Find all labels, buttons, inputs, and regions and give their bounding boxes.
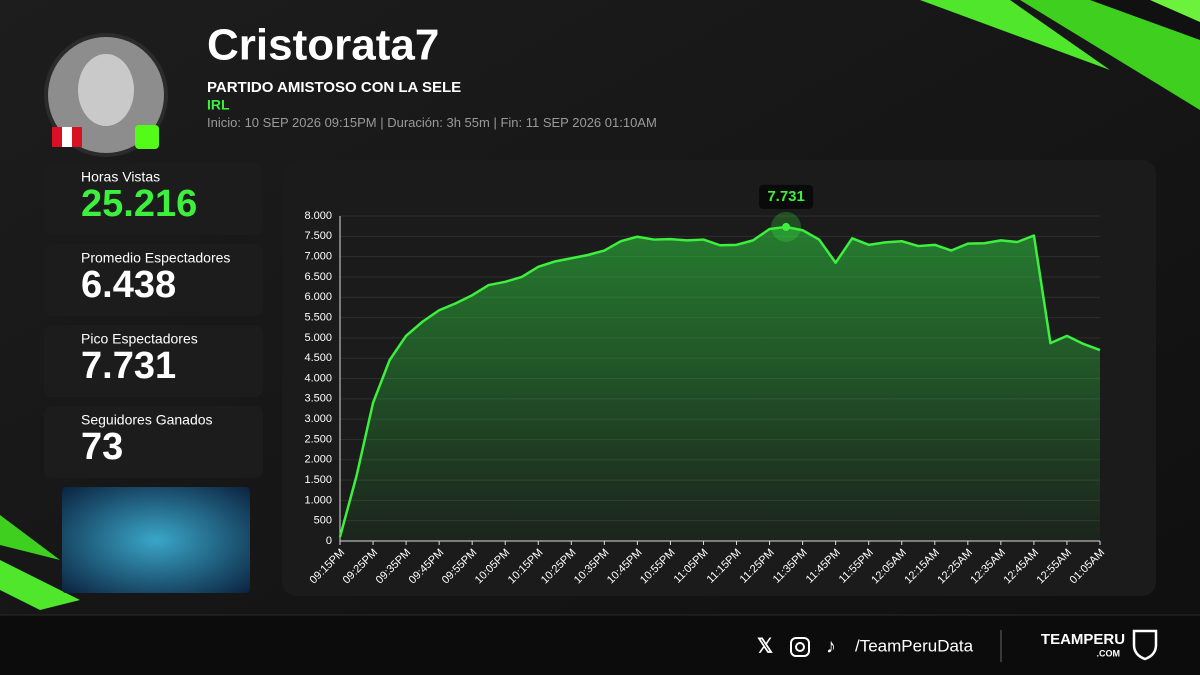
- meta-start: Inicio: 10 SEP 2026 09:15PM: [207, 115, 377, 130]
- y-tick-label: 4.500: [304, 352, 332, 364]
- stat-label: Seguidores Ganados: [81, 412, 213, 428]
- meta-duration: Duración: 3h 55m: [387, 115, 490, 130]
- y-tick-label: 4.000: [304, 372, 332, 384]
- meta-end: Fin: 11 SEP 2026 01:10AM: [500, 115, 656, 130]
- stat-card: [44, 244, 263, 316]
- y-tick-label: 500: [314, 515, 332, 527]
- stream-title: PARTIDO AMISTOSO CON LA SELE: [207, 79, 461, 96]
- decor: [0, 0, 1200, 610]
- y-tick-label: 2.000: [304, 454, 332, 466]
- stream-meta: Inicio: 10 SEP 2026 09:15PM | Duración: …: [207, 115, 657, 130]
- thumbnail: [62, 487, 250, 593]
- stream-category: IRL: [207, 97, 230, 113]
- separator: |: [377, 115, 388, 130]
- flag-red: [72, 127, 82, 147]
- stat-value: 25.216: [81, 183, 197, 225]
- y-tick-label: 2.500: [304, 433, 332, 445]
- stat-card: [44, 163, 263, 235]
- x-icon[interactable]: 𝕏: [757, 635, 773, 657]
- brand: TEAMPERU: [1041, 631, 1125, 648]
- y-tick-label: 3.000: [304, 413, 332, 425]
- y-tick-label: 3.500: [304, 393, 332, 405]
- brand-logo: [1132, 629, 1158, 661]
- stat-label: Horas Vistas: [81, 169, 160, 185]
- y-tick-label: 6.500: [304, 271, 332, 283]
- y-tick-label: 1.000: [304, 494, 332, 506]
- stat-label: Pico Espectadores: [81, 331, 198, 347]
- y-tick-label: 1.500: [304, 474, 332, 486]
- avatar-face: [78, 54, 134, 126]
- y-tick-label: 5.000: [304, 332, 332, 344]
- footer-bar: [0, 615, 1200, 675]
- brand-sub: .COM: [1097, 648, 1121, 658]
- kick-icon: [135, 125, 159, 149]
- instagram-icon-lens: [795, 642, 805, 652]
- stat-card: [44, 406, 263, 478]
- y-tick-label: 6.000: [304, 291, 332, 303]
- peak-label-box: [759, 184, 814, 209]
- y-tick-label: 5.500: [304, 311, 332, 323]
- separator: |: [490, 115, 501, 130]
- area-line: [338, 225, 1101, 538]
- stat-value: 6.438: [81, 264, 176, 306]
- area-fill: [340, 226, 1100, 541]
- y-tick-label: 7.000: [304, 251, 332, 263]
- instagram-icon[interactable]: [790, 637, 810, 657]
- stat-value: 7.731: [81, 345, 176, 387]
- peak-dot: [782, 222, 791, 231]
- peak-label: 7.731: [767, 188, 805, 205]
- y-tick-label: 8.000: [304, 210, 332, 222]
- stat-label: Promedio Espectadores: [81, 250, 230, 266]
- stat-value: 73: [81, 426, 123, 468]
- y-tick-label: 7.500: [304, 230, 332, 242]
- stat-card: [44, 325, 263, 397]
- tiktok-icon[interactable]: ♪: [826, 635, 836, 657]
- flag-red: [52, 127, 62, 147]
- y-tick-label: 0: [326, 535, 332, 547]
- social-handle: /TeamPeruData: [855, 636, 974, 655]
- streamer-name: Cristorata7: [207, 21, 439, 70]
